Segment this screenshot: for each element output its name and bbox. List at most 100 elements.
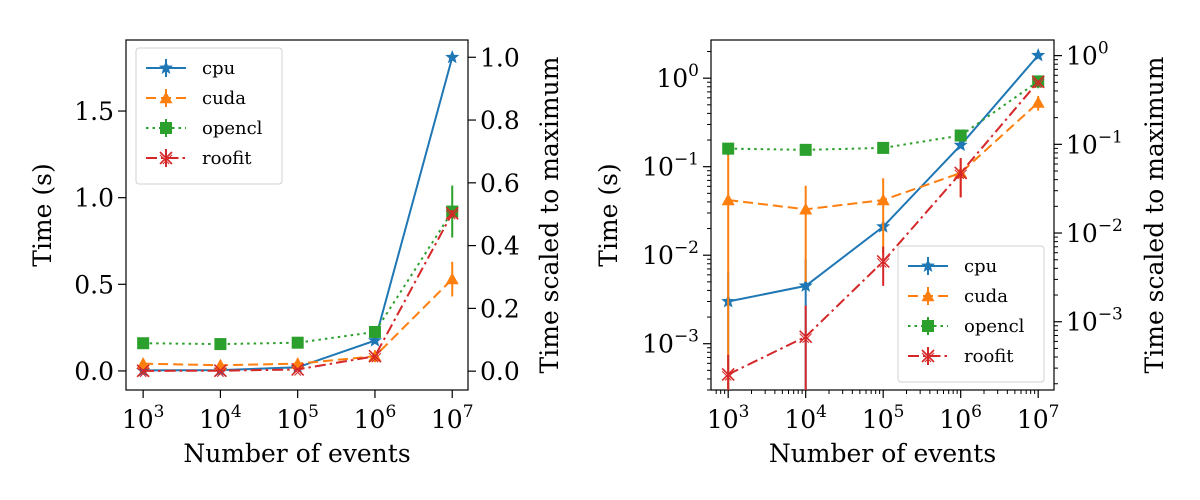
legend-marker (158, 60, 174, 74)
data-point (291, 336, 304, 349)
data-point (721, 193, 735, 206)
legend-label: roofit (202, 148, 252, 169)
legend-label: cuda (202, 88, 246, 109)
marker-stroke (213, 364, 227, 378)
y-right-tick-label: 1.0 (480, 43, 520, 72)
legend-label: cpu (964, 256, 997, 277)
plot-area (721, 48, 1046, 390)
y-tick-label: 0.0 (74, 357, 114, 386)
data-point (721, 367, 735, 381)
data-point (136, 357, 150, 369)
data-point (368, 325, 381, 338)
marker-stroke (879, 257, 890, 268)
y-tick-label: 10−1 (642, 150, 699, 182)
data-point (291, 362, 305, 377)
marker-stroke (214, 367, 224, 378)
data-point (1031, 48, 1046, 62)
legend-marker (921, 349, 935, 363)
x-axis-label: Number of events (769, 439, 996, 468)
marker-stroke (724, 370, 735, 381)
legend-marker (921, 289, 935, 302)
y-axis-label: Time (s) (594, 163, 623, 266)
legend-label: opencl (202, 118, 263, 139)
marker-stroke (448, 209, 459, 220)
x-tick-label: 103 (122, 402, 165, 434)
marker-stroke (802, 333, 813, 344)
data-point (953, 137, 968, 152)
data-point (954, 166, 968, 180)
marker-stroke (216, 367, 227, 378)
data-point (1031, 96, 1045, 108)
marker-stroke (721, 367, 735, 381)
marker-stroke (924, 352, 935, 363)
y-right-tick-label: 10−1 (1066, 127, 1123, 159)
series-roofit (721, 75, 1045, 390)
data-point (445, 49, 460, 64)
marker-stroke (1031, 78, 1042, 89)
legend-marker (920, 258, 936, 272)
series-line (728, 80, 1039, 151)
x-tick-label: 104 (784, 402, 827, 434)
data-point (136, 364, 150, 378)
data-point (877, 141, 890, 154)
marker-stroke (294, 365, 305, 376)
plot-area (136, 49, 460, 378)
legend-label: cuda (964, 286, 1008, 307)
x-tick-label: 104 (199, 402, 242, 434)
y-right-axis-label: Time scaled to maximum (535, 56, 564, 373)
chart-panel-2: 103 104 105 106 107 10−3 10−2 10−1 100 10−3 10−2 10… (594, 39, 1169, 468)
plot-frame (710, 39, 1055, 391)
chart-panel-1: 103 104 105 106 1070.00.51.01.50.00.20.40.60… (28, 39, 564, 468)
marker-stroke (954, 169, 965, 180)
data-point (445, 272, 459, 285)
x-tick-label: 107 (1017, 402, 1060, 434)
plot-frame (125, 39, 469, 391)
marker-stroke (876, 257, 887, 268)
marker-stroke (799, 330, 813, 344)
legend-box (897, 245, 1045, 383)
marker-stroke (136, 367, 147, 378)
data-point (799, 143, 812, 156)
y-right-tick-label: 0.4 (480, 232, 520, 261)
data-point (367, 333, 382, 347)
y-right-tick-label: 10−3 (1066, 305, 1123, 337)
x-tick-label: 107 (431, 402, 474, 434)
data-point (722, 142, 735, 155)
marker-stroke (799, 333, 810, 344)
data-point (798, 278, 813, 292)
x-tick-label: 105 (862, 402, 905, 434)
data-point (368, 349, 382, 363)
data-point (213, 364, 227, 378)
series-line (143, 210, 454, 346)
marker-stroke (159, 154, 170, 165)
x-tick-label: 106 (354, 402, 397, 434)
y-right-tick-label: 100 (1066, 39, 1109, 71)
legend: cpu cuda opencl roofit (135, 47, 283, 185)
marker-stroke (954, 166, 968, 180)
series-opencl (722, 75, 1045, 156)
data-point (799, 330, 813, 344)
marker-stroke (1034, 78, 1045, 89)
marker-stroke (291, 362, 305, 377)
data-point (799, 202, 813, 215)
marker-stroke (876, 254, 890, 269)
marker-stroke (445, 206, 459, 220)
legend-label: roofit (964, 346, 1014, 367)
y-right-tick-label: 0.6 (480, 169, 520, 198)
data-point (876, 254, 890, 269)
data-point (876, 193, 890, 206)
legend-box (135, 47, 283, 185)
data-point (1031, 75, 1045, 89)
series-opencl (137, 185, 459, 351)
legend-label: opencl (964, 316, 1025, 337)
marker-stroke (721, 370, 732, 381)
legend-marker (922, 320, 934, 332)
y-tick-label: 10−2 (642, 238, 699, 270)
data-point (954, 129, 967, 142)
y-right-axis-label: Time scaled to maximum (1140, 56, 1169, 373)
series-line (143, 278, 453, 367)
marker-stroke (371, 352, 382, 363)
y-right-tick-label: 0.8 (480, 106, 520, 135)
legend-marker (159, 151, 173, 165)
